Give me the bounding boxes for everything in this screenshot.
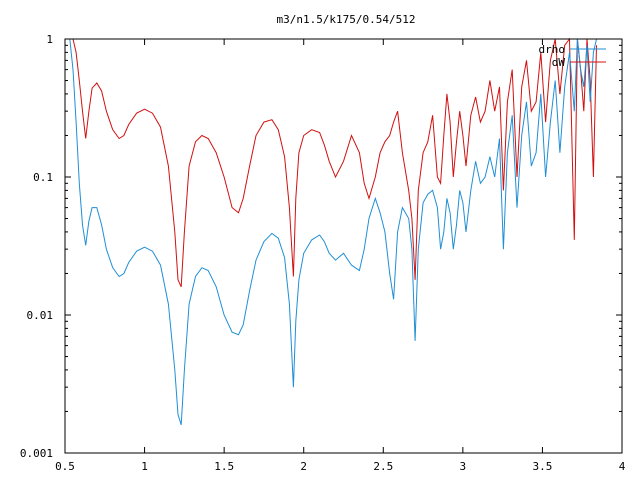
- x-tick-label: 2.5: [373, 460, 393, 473]
- x-tick-label: 0.5: [55, 460, 75, 473]
- legend-label-dW: dW: [552, 56, 566, 69]
- chart-title: m3/n1.5/k175/0.54/512: [276, 13, 415, 26]
- series-layer: [69, 37, 597, 425]
- series-line-dW: [69, 37, 597, 288]
- series-line-drho: [69, 38, 597, 425]
- x-tick-label: 2: [300, 460, 307, 473]
- x-tick-label: 1: [141, 460, 148, 473]
- y-tick-label: 1: [46, 33, 53, 46]
- y-tick-label: 0.001: [20, 447, 53, 460]
- y-tick-label: 0.1: [33, 171, 53, 184]
- legend-label-drho: drho: [539, 43, 566, 56]
- x-tick-label: 3.5: [532, 460, 552, 473]
- plot-frame: [64, 38, 623, 454]
- x-tick-label: 4: [619, 460, 626, 473]
- x-tick-label: 3: [460, 460, 467, 473]
- x-tick-label: 1.5: [214, 460, 234, 473]
- ticks-layer: 0.5 1 1.5 2 2.5 3 3.5 4 0.001 0.01 0.1 1: [20, 33, 626, 473]
- y-tick-label: 0.01: [27, 309, 54, 322]
